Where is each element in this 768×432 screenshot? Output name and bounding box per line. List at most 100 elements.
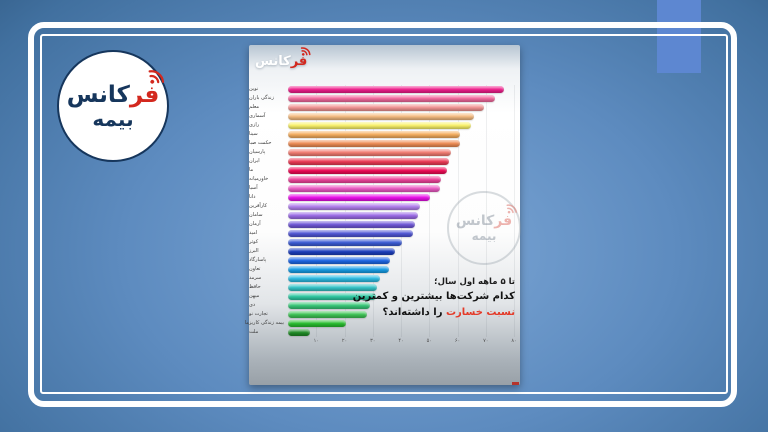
bar-row: رازی bbox=[249, 121, 514, 130]
chart-title-line3-rest: را داشته‌اند؟ bbox=[382, 306, 446, 318]
bar-row: البرز bbox=[249, 247, 514, 256]
company-label: ما bbox=[249, 167, 254, 173]
company-label: حافظ bbox=[249, 284, 261, 290]
company-label: نوین bbox=[249, 86, 259, 92]
watermark-brand-prefix: فر bbox=[494, 213, 513, 229]
company-label: دانا bbox=[249, 194, 256, 200]
wifi-signal-icon bbox=[301, 47, 311, 56]
x-tick-label: ۳۰ bbox=[370, 338, 376, 344]
bar-row: معلم bbox=[249, 103, 514, 112]
x-tick-label: ۷۰ bbox=[483, 338, 489, 344]
value-bar bbox=[288, 158, 449, 165]
outer-white-frame bbox=[28, 22, 737, 407]
watermark-brand-rest: کانس bbox=[455, 213, 495, 229]
bar-row: آسماری bbox=[249, 112, 514, 121]
bar-row: تجارت نو bbox=[249, 310, 514, 319]
company-label: زندگی باران bbox=[249, 95, 274, 101]
x-tick-label: ۵۰ bbox=[426, 338, 432, 344]
x-axis: ۱۰ ۲۰ ۳۰ ۴۰ ۵۰ ۶۰ ۷۰ ۸۰ bbox=[249, 338, 517, 346]
value-bar bbox=[288, 185, 440, 192]
company-label: پارسیان bbox=[249, 149, 266, 155]
bar-row: میهن bbox=[249, 292, 514, 301]
company-label: کارآفرین bbox=[249, 203, 268, 209]
watermark-brand-name: فرکانس bbox=[455, 204, 518, 229]
bar-row: ایران bbox=[249, 157, 514, 166]
company-label: معلم bbox=[249, 104, 260, 110]
value-bar bbox=[288, 266, 390, 273]
value-bar bbox=[288, 194, 431, 201]
company-label: آسماری bbox=[249, 113, 266, 119]
value-bar bbox=[288, 203, 420, 210]
inner-white-frame bbox=[40, 34, 728, 394]
value-bar bbox=[288, 95, 495, 102]
bar-row: پاسارگاد bbox=[249, 256, 514, 265]
company-label: البرز bbox=[249, 248, 259, 254]
card-brand-logo: فرکانس bbox=[255, 47, 311, 69]
company-label: ملت bbox=[249, 329, 259, 335]
bar-row: حافظ bbox=[249, 283, 514, 292]
value-bar bbox=[288, 329, 310, 336]
bar-row: ما bbox=[249, 166, 514, 175]
chart-title-line3: نسبت خسارت را داشته‌اند؟ bbox=[310, 305, 515, 321]
wifi-signal-icon bbox=[148, 69, 165, 84]
brand-name-rest: کانس bbox=[66, 81, 130, 108]
value-bar bbox=[288, 86, 504, 93]
chart-title-line1: تا ۵ ماهه اول سال؛ bbox=[434, 277, 515, 287]
x-tick-label: ۶۰ bbox=[454, 338, 461, 344]
company-label: میهن bbox=[249, 293, 260, 299]
watermark-subtitle: بیمه bbox=[471, 229, 497, 243]
card-brand-rest: کانس bbox=[255, 54, 291, 69]
value-bar bbox=[288, 248, 395, 255]
x-tick-label: ۴۰ bbox=[398, 338, 404, 344]
brand-logo-badge: فرکانس بیمه bbox=[57, 50, 169, 162]
company-label: دی bbox=[249, 302, 256, 308]
brand-name-prefix: فر bbox=[129, 81, 160, 108]
card-corner-mark bbox=[512, 382, 519, 385]
company-label: امید bbox=[249, 230, 258, 236]
value-bar bbox=[288, 320, 346, 327]
value-bar bbox=[288, 257, 390, 264]
bar-row: کارآفرین bbox=[249, 202, 514, 211]
chart-title-block: تا ۵ ماهه اول سال؛ کدام شرکت‌ها بیشترین … bbox=[310, 276, 515, 320]
value-bar bbox=[288, 167, 447, 174]
value-bar bbox=[288, 131, 460, 138]
value-bar bbox=[288, 302, 371, 309]
value-bar bbox=[288, 221, 415, 228]
watermark-logo: فرکانس بیمه bbox=[447, 191, 521, 265]
x-tick-label: ۲۰ bbox=[341, 338, 348, 344]
value-bar bbox=[288, 311, 367, 318]
card-brand-prefix: فر bbox=[290, 54, 308, 69]
bar-row: کوثر bbox=[249, 238, 514, 247]
bar-rows: نوین زندگی باران معلم آسماری رازی سینا حکمت صب… bbox=[244, 85, 514, 337]
brand-subtitle: بیمه bbox=[92, 106, 134, 131]
bar-row: آسیا bbox=[249, 184, 514, 193]
bar-row: سینا bbox=[249, 130, 514, 139]
value-bar bbox=[288, 140, 461, 147]
company-label: سینا bbox=[249, 131, 258, 137]
value-bar bbox=[288, 122, 472, 129]
company-label: حکمت صبا bbox=[249, 140, 272, 146]
wifi-signal-icon bbox=[506, 204, 518, 214]
company-label: سامان bbox=[249, 212, 263, 218]
value-bar bbox=[288, 113, 475, 120]
chart-card: فرکانس نوین زندگی باران معلم آسماری رازی سینا… bbox=[244, 45, 521, 385]
bar-row: تعاون bbox=[249, 265, 514, 274]
company-label: سرمد bbox=[249, 275, 262, 281]
value-bar bbox=[288, 104, 484, 111]
bar-row: نوین bbox=[249, 85, 514, 94]
decorative-accent-rect bbox=[657, 0, 701, 73]
bar-row: آرمان bbox=[249, 220, 514, 229]
company-label: بیمه زندگی کاریزما bbox=[244, 320, 284, 326]
company-label: تجارت نو bbox=[249, 311, 268, 317]
bar-row: خاورمیانه bbox=[249, 175, 514, 184]
bar-row: بیمه زندگی کاریزما bbox=[244, 319, 514, 328]
bar-row: زندگی باران bbox=[249, 94, 514, 103]
value-bar bbox=[288, 284, 377, 291]
value-bar bbox=[288, 176, 441, 183]
value-bar bbox=[288, 293, 377, 300]
chart-title-highlight: نسبت خسارت bbox=[445, 306, 515, 318]
company-label: ایران bbox=[249, 158, 260, 164]
bar-row: سرمد bbox=[249, 274, 514, 283]
company-label: کوثر bbox=[249, 239, 259, 245]
